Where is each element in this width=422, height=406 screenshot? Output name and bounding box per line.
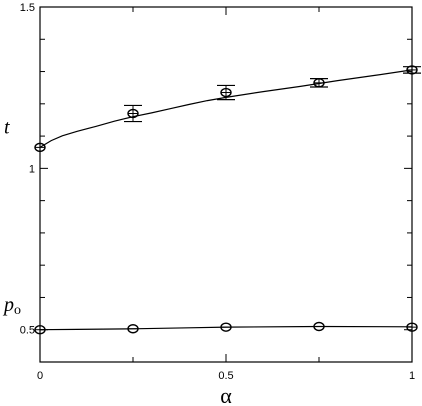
x-tick-label: 0	[37, 370, 43, 382]
plot-border	[39, 6, 413, 363]
y-tick-label: 1.5	[20, 2, 35, 14]
y-tick-label: 0.5	[20, 325, 35, 337]
x-tick-label: 0.5	[218, 370, 233, 382]
series-label-po: po	[2, 294, 21, 318]
y-tick-label: 1	[29, 163, 35, 175]
fit-curves	[39, 69, 413, 331]
x-axis-label: α	[220, 383, 232, 406]
axis-ticks	[39, 6, 413, 363]
curve-t	[39, 69, 413, 148]
series-label-t: t	[4, 116, 10, 138]
x-tick-label: 1	[409, 370, 415, 382]
data-points	[34, 65, 421, 335]
plot-frame	[39, 6, 413, 363]
tick-labels: 0.5 1 1.5 0 0.5 1	[20, 2, 415, 382]
